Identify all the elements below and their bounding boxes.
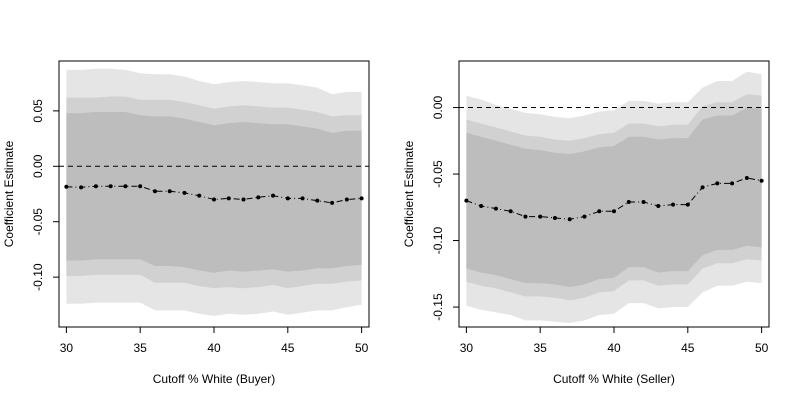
estimate-point bbox=[108, 184, 113, 189]
estimate-point bbox=[152, 189, 157, 194]
estimate-line bbox=[66, 185, 362, 204]
estimate-point bbox=[330, 200, 335, 205]
y-tick-label: 0.05 bbox=[31, 99, 45, 123]
x-tick-label: 50 bbox=[755, 341, 769, 355]
x-tick-label: 45 bbox=[281, 341, 295, 355]
estimate-point bbox=[626, 199, 631, 204]
estimate-point bbox=[212, 197, 216, 202]
estimate-point bbox=[138, 184, 143, 189]
estimate-point bbox=[285, 196, 290, 201]
y-axis-title: Coefficient Estimate bbox=[402, 140, 416, 247]
estimate-point bbox=[479, 203, 484, 208]
estimate-point bbox=[300, 196, 305, 201]
estimate-point bbox=[182, 190, 187, 195]
estimate-point bbox=[315, 198, 320, 203]
y-tick-label: 0.00 bbox=[31, 154, 45, 178]
x-tick-label: 35 bbox=[534, 341, 548, 355]
estimate-point bbox=[597, 209, 602, 214]
x-tick-label: 40 bbox=[207, 341, 221, 355]
x-tick-label: 30 bbox=[60, 341, 74, 355]
estimate-point bbox=[685, 202, 690, 207]
buyer-cutoff-panel: 30 35 40 45 50 0.05 0.00 -0.05 -0.10 Cutoff % Whi… bbox=[2, 60, 370, 386]
x-axis-title: Cutoff % White (Buyer) bbox=[153, 372, 275, 386]
estimate-point bbox=[79, 185, 84, 190]
estimate-point bbox=[359, 196, 364, 201]
x-axis-title: Cutoff % White (Seller) bbox=[553, 372, 675, 386]
estimate-point bbox=[538, 214, 543, 219]
estimate-point bbox=[567, 217, 572, 222]
x-tick-label: 40 bbox=[607, 341, 621, 355]
estimate-line bbox=[466, 177, 762, 220]
seller-cutoff-panel: 30 35 40 45 50 0.00 -0.05 -0.10 -0.15 Cutoff % Wh… bbox=[402, 60, 770, 386]
estimate-point bbox=[197, 193, 202, 198]
estimate-point bbox=[656, 203, 661, 208]
estimate-point bbox=[344, 197, 349, 202]
y-tick-label: -0.05 bbox=[431, 160, 445, 188]
confidence-band-inner bbox=[466, 107, 762, 288]
estimate-point bbox=[226, 196, 231, 201]
estimate-point bbox=[700, 185, 705, 190]
y-tick-label: -0.10 bbox=[31, 263, 45, 291]
estimate-point bbox=[167, 189, 172, 194]
y-tick-label: -0.15 bbox=[431, 293, 445, 321]
y-axis-title: Coefficient Estimate bbox=[2, 140, 16, 247]
y-tick-label: -0.05 bbox=[31, 208, 45, 236]
y-tick-label: 0.00 bbox=[431, 96, 445, 120]
x-tick-label: 45 bbox=[681, 341, 695, 355]
x-tick-label: 50 bbox=[355, 341, 369, 355]
estimate-point bbox=[271, 193, 276, 198]
estimate-point bbox=[582, 214, 587, 219]
estimate-point bbox=[493, 206, 498, 211]
estimate-point bbox=[93, 184, 98, 189]
estimate-point bbox=[715, 181, 720, 186]
estimate-point bbox=[730, 181, 735, 186]
confidence-band-inner bbox=[66, 112, 362, 273]
estimate-point bbox=[64, 184, 69, 189]
estimate-point bbox=[612, 209, 616, 214]
estimate-point bbox=[523, 214, 528, 219]
x-tick-label: 30 bbox=[460, 341, 474, 355]
estimate-point bbox=[552, 215, 557, 220]
x-tick-label: 35 bbox=[134, 341, 148, 355]
estimate-point bbox=[241, 197, 246, 202]
estimate-point bbox=[641, 199, 646, 204]
estimate-point bbox=[744, 176, 749, 181]
estimate-point bbox=[508, 209, 513, 214]
estimate-point bbox=[759, 178, 764, 183]
estimate-point bbox=[671, 202, 676, 207]
estimate-point bbox=[464, 198, 469, 203]
y-tick-label: -0.10 bbox=[431, 227, 445, 255]
estimate-point bbox=[256, 195, 261, 200]
estimate-point bbox=[123, 184, 128, 189]
